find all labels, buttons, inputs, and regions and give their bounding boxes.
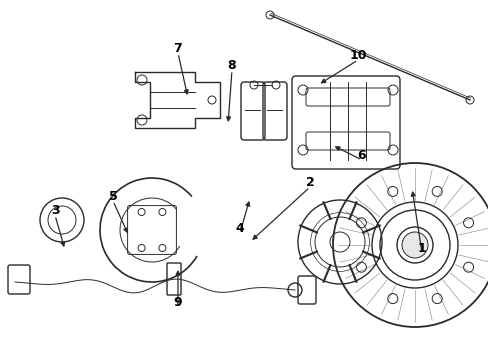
Text: 2: 2: [305, 176, 314, 189]
Text: 8: 8: [227, 59, 236, 72]
Text: 5: 5: [108, 189, 117, 202]
Text: 3: 3: [51, 203, 59, 216]
Text: 1: 1: [417, 242, 426, 255]
Text: 4: 4: [235, 221, 244, 234]
Text: 6: 6: [357, 149, 366, 162]
Circle shape: [401, 232, 427, 258]
Text: 9: 9: [173, 297, 182, 310]
Text: 10: 10: [348, 49, 366, 62]
Text: 7: 7: [173, 41, 182, 54]
